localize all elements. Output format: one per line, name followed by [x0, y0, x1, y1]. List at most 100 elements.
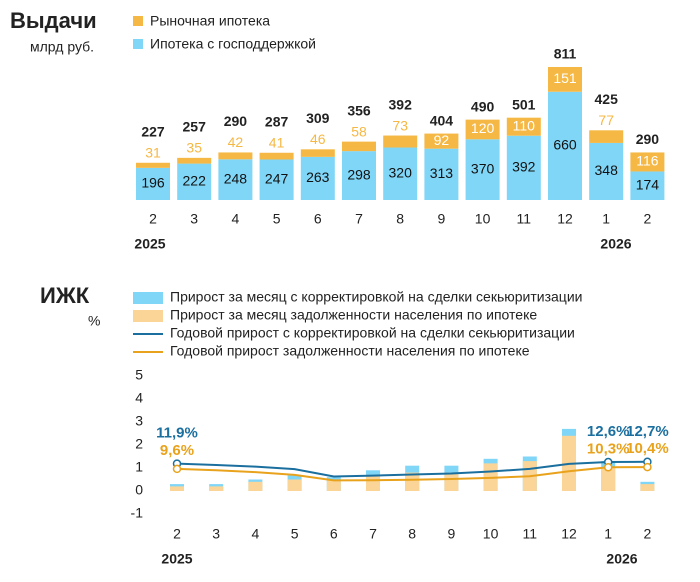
bar-segment [630, 171, 665, 200]
legend-label: Рыночная ипотека [150, 13, 270, 29]
value-label: 92 [434, 132, 450, 148]
y-tick-label: 5 [135, 367, 143, 383]
total-label: 257 [183, 119, 207, 135]
year-label: 2026 [606, 551, 637, 567]
x-tick-label: 8 [408, 526, 416, 542]
legend-label: Годовой прирост с корректировкой на сдел… [170, 325, 575, 341]
y-tick-label: 2 [135, 436, 143, 452]
marker [603, 463, 613, 472]
y-tick-label: 1 [135, 459, 143, 475]
line [176, 460, 648, 478]
value-label: 196 [141, 175, 165, 191]
legend-swatch [133, 16, 143, 26]
bar [405, 472, 420, 491]
x-tick-label: 2 [644, 211, 652, 227]
bar [444, 472, 459, 491]
chart-title: Выдачи [10, 8, 97, 33]
total-label: 309 [306, 110, 330, 126]
bar [366, 474, 380, 491]
line [176, 466, 648, 482]
value-label: 392 [512, 159, 536, 175]
bar-segment [424, 148, 459, 200]
marker [172, 464, 182, 474]
total-label: 404 [430, 112, 454, 128]
x-tick-label: 4 [232, 211, 240, 227]
bar-segment [218, 159, 253, 200]
legend-label: Ипотека с господдержкой [150, 36, 316, 52]
total-label: 356 [347, 102, 371, 118]
value-label: 46 [310, 131, 326, 147]
x-tick-label: 6 [314, 211, 322, 227]
x-tick-label: 3 [190, 211, 198, 227]
chart-title: ИЖК [40, 283, 90, 308]
legend-swatch [133, 310, 163, 322]
total-label: 425 [595, 91, 619, 107]
total-label: 392 [389, 96, 413, 112]
bar-segment [342, 151, 376, 200]
total-label: 287 [265, 113, 289, 129]
total-label: 290 [224, 113, 248, 129]
legend-label: Прирост за месяц задолженности населения… [170, 307, 537, 323]
value-label: 313 [430, 165, 454, 181]
x-tick-label: 8 [396, 211, 404, 227]
x-tick-label: 9 [448, 526, 456, 542]
value-label: 12,7% [626, 423, 669, 440]
total-label: 811 [554, 46, 577, 62]
value-label: 151 [553, 70, 577, 86]
bar-segment [300, 156, 335, 200]
value-label: 263 [306, 169, 330, 185]
value-label: 58 [351, 123, 367, 139]
bar-segment [383, 135, 418, 148]
bar-segment [300, 149, 335, 157]
bar [170, 486, 184, 491]
value-label: 660 [553, 137, 577, 153]
year-label: 2025 [161, 551, 192, 567]
value-label: 42 [228, 134, 244, 150]
value-label: 222 [183, 172, 207, 188]
value-label: 248 [224, 170, 248, 186]
x-tick-label: 2 [644, 526, 652, 542]
x-tick-label: 1 [602, 211, 610, 227]
x-tick-label: 9 [438, 211, 446, 227]
x-tick-label: 11 [523, 526, 538, 542]
legend-swatch [133, 39, 143, 49]
x-tick-label: 5 [273, 211, 281, 227]
value-label: 31 [145, 144, 161, 160]
x-tick-label: 5 [291, 526, 299, 542]
bar-segment [342, 141, 376, 152]
bar-segment [177, 157, 212, 164]
value-label: 110 [513, 117, 536, 133]
value-label: 12,6% [587, 423, 630, 440]
total-label: 290 [636, 131, 660, 147]
value-label: 77 [598, 112, 614, 128]
value-label: 41 [269, 134, 285, 150]
value-label: 174 [636, 176, 660, 192]
value-label: 73 [392, 117, 408, 133]
x-tick-label: 1 [604, 526, 612, 542]
total-label: 501 [512, 96, 536, 112]
x-tick-label: 7 [355, 211, 363, 227]
bar-segment [506, 135, 541, 200]
value-label: 9,6% [160, 442, 194, 459]
year-label: 2026 [600, 236, 631, 252]
x-tick-label: 2 [149, 211, 157, 227]
legend-label: Прирост за месяц с корректировкой на сде… [170, 289, 582, 305]
y-tick-label: 3 [135, 413, 143, 429]
bar-segment [424, 133, 459, 149]
value-label: 320 [389, 164, 413, 180]
legend-swatch [133, 292, 163, 304]
chart-subtitle: млрд руб. [30, 39, 94, 55]
marker [643, 462, 652, 472]
value-label: 247 [265, 170, 289, 186]
value-label: 298 [347, 166, 371, 182]
bar-segment [218, 152, 253, 160]
bar-segment [136, 167, 170, 200]
y-tick-label: 4 [135, 390, 143, 406]
value-label: 370 [471, 160, 495, 176]
total-label: 227 [141, 123, 165, 139]
bar-segment [589, 142, 624, 200]
bar-segment [589, 130, 624, 143]
bar [601, 468, 616, 491]
total-label: 490 [471, 98, 495, 114]
